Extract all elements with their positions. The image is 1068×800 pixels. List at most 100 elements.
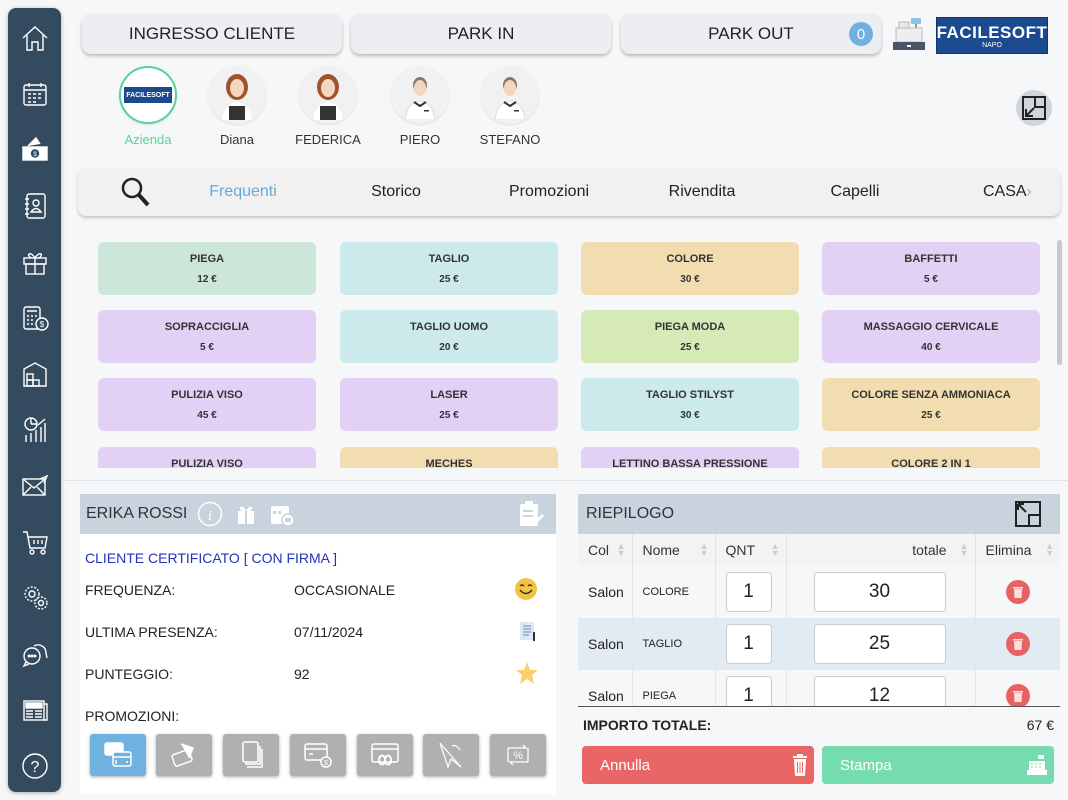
tab-storico[interactable]: Storico	[371, 183, 421, 200]
chevron-right-icon: ›	[1026, 183, 1032, 200]
column-header-nome[interactable]: Nome ▲ ▼	[632, 534, 716, 566]
service-tile[interactable]: COLORE 30 €	[581, 242, 799, 295]
male-avatar-icon	[494, 77, 526, 120]
expand-summary-button[interactable]	[1014, 500, 1042, 533]
sidebar-item-home[interactable]	[8, 18, 61, 58]
promo-button-cards[interactable]	[90, 734, 146, 776]
service-price: 30 €	[680, 409, 700, 421]
tab-casa[interactable]: CASA	[983, 183, 1027, 200]
service-tile[interactable]: COLORE SENZA AMMONIACA 25 €	[822, 378, 1040, 431]
sidebar-item-contacts[interactable]	[8, 186, 61, 226]
column-header-elimina[interactable]: Elimina ▲ ▼	[975, 534, 1060, 566]
svg-text:$: $	[39, 320, 44, 329]
sidebar-item-settings[interactable]	[8, 578, 61, 618]
collapse-button[interactable]	[1016, 90, 1052, 126]
service-tile[interactable]: SOPRACCIGLIA 5 €	[98, 310, 316, 363]
sidebar-item-cash[interactable]: $	[8, 130, 61, 170]
calculator-money-icon: $	[22, 306, 49, 331]
column-header-totale[interactable]: totale ▲ ▼	[786, 534, 976, 566]
service-tile[interactable]: MASSAGGIO CERVICALE 40 €	[822, 310, 1040, 363]
sidebar-item-calendar[interactable]	[8, 74, 61, 114]
gift-button[interactable]	[233, 501, 259, 527]
appointments-print-button[interactable]	[269, 501, 296, 527]
sidebar-item-accounting[interactable]: $	[8, 298, 61, 338]
park-in-button[interactable]: PARK IN	[351, 14, 611, 54]
help-icon: ?	[21, 753, 48, 779]
operator-diana[interactable]: Diana	[197, 66, 277, 147]
operator-azienda[interactable]: FACILESOFT Azienda	[108, 66, 188, 147]
tab-rivendita[interactable]: Rivendita	[668, 183, 736, 200]
tab-promozioni[interactable]: Promozioni	[508, 183, 590, 200]
sidebar-item-news[interactable]	[8, 690, 61, 730]
sidebar-item-statistics[interactable]	[8, 410, 61, 450]
quantity-input[interactable]: 1	[725, 676, 772, 706]
service-tile[interactable]: COLORE 2 IN 1	[822, 447, 1040, 468]
service-tile[interactable]: PIEGA 12 €	[98, 242, 316, 295]
service-price: 25 €	[680, 341, 700, 353]
promo-button-card-coins[interactable]: $	[290, 734, 346, 776]
sidebar-item-mail[interactable]	[8, 466, 61, 506]
column-header-label: QNT	[725, 542, 756, 558]
column-header-label: totale	[912, 542, 947, 558]
quantity-input[interactable]: 1	[725, 624, 772, 664]
service-tile[interactable]: TAGLIO 25 €	[340, 242, 558, 295]
receipt-icon	[520, 622, 535, 641]
operator-stefano[interactable]: STEFANO	[470, 66, 550, 147]
search-button[interactable]	[116, 168, 156, 216]
receipt-button[interactable]	[518, 620, 538, 645]
avatar: FACILESOFT	[119, 66, 177, 124]
row-col: Salon	[578, 670, 633, 706]
column-header-col[interactable]: Col ▲ ▼	[578, 534, 633, 566]
service-tile[interactable]: TAGLIO UOMO 20 €	[340, 310, 558, 363]
info-button[interactable]: i	[197, 501, 223, 527]
summary-title: RIEPILOGO	[586, 505, 675, 522]
tab-capelli[interactable]: Capelli	[830, 183, 880, 200]
service-price: 25 €	[439, 273, 459, 285]
promo-button-cursor[interactable]	[423, 734, 479, 776]
punteggio-label: PUNTEGGIO:	[85, 666, 173, 682]
operator-name: Azienda	[124, 132, 172, 147]
sidebar-item-chat[interactable]	[8, 634, 61, 674]
annulla-button[interactable]: Annulla	[582, 746, 814, 784]
sidebar-item-cart[interactable]	[8, 522, 61, 562]
service-tile[interactable]: PIEGA MODA 25 €	[581, 310, 799, 363]
tabs-next-arrow[interactable]: ›	[1022, 168, 1036, 216]
promo-button-percent[interactable]: %	[490, 734, 546, 776]
delete-row-button[interactable]	[1005, 684, 1030, 706]
service-tile[interactable]: PULIZIA VISO 45 €	[98, 378, 316, 431]
notes-button[interactable]	[518, 501, 544, 527]
service-tile[interactable]: PULIZIA VISO	[98, 447, 316, 468]
service-tile[interactable]: TAGLIO STILYST 30 €	[581, 378, 799, 431]
park-out-label: PARK OUT	[708, 24, 794, 43]
delete-row-button[interactable]	[1005, 580, 1030, 604]
sort-icon: ▲ ▼	[699, 541, 709, 558]
ingresso-cliente-button[interactable]: INGRESSO CLIENTE	[82, 14, 342, 54]
cash-register-button[interactable]	[891, 14, 927, 54]
sidebar-item-warehouse[interactable]	[8, 354, 61, 394]
total-input[interactable]: 12	[813, 676, 946, 706]
promo-button-infinite[interactable]	[357, 734, 413, 776]
total-input[interactable]: 25	[813, 624, 946, 664]
total-input[interactable]: 30	[813, 572, 946, 612]
quantity-input[interactable]: 1	[725, 572, 772, 612]
service-tile[interactable]: LETTINO BASSA PRESSIONE	[581, 447, 799, 468]
promo-button-pages[interactable]	[223, 734, 279, 776]
operator-piero[interactable]: PIERO	[380, 66, 460, 147]
sidebar-item-gift[interactable]	[8, 242, 61, 282]
tab-frequenti[interactable]: Frequenti	[209, 183, 277, 200]
cursor-icon	[439, 742, 462, 769]
column-header-qnt[interactable]: QNT ▲ ▼	[715, 534, 787, 566]
service-tile[interactable]: MECHES	[340, 447, 558, 468]
sidebar-item-help[interactable]: ?	[8, 746, 61, 786]
service-tile[interactable]: BAFFETTI 5 €	[822, 242, 1040, 295]
park-out-button[interactable]: PARK OUT 0	[621, 14, 881, 54]
cart-icon	[22, 531, 48, 555]
annulla-label: Annulla	[600, 756, 651, 774]
stampa-button[interactable]: Stampa	[822, 746, 1054, 784]
services-scrollbar[interactable]	[1057, 240, 1062, 365]
operator-federica[interactable]: FEDERICA	[288, 66, 368, 147]
cash-register-icon	[893, 18, 925, 50]
promo-button-card-hand[interactable]	[156, 734, 212, 776]
service-tile[interactable]: LASER 25 €	[340, 378, 558, 431]
delete-row-button[interactable]	[1005, 632, 1030, 656]
